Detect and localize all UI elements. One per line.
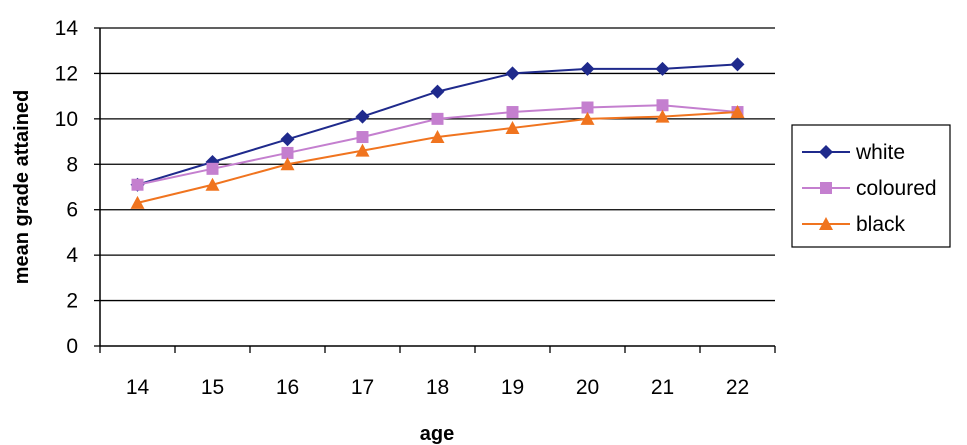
y-tick-label: 8 [66,153,78,176]
legend: white coloured black [791,124,951,248]
data-point-coloured [281,146,294,159]
legend-marker [819,217,833,230]
y-tick-label: 14 [55,17,79,40]
x-tick-label: 22 [726,376,749,399]
data-point-coloured [356,131,369,144]
y-tick-label: 10 [55,108,78,131]
x-tick-label: 16 [276,376,299,399]
data-point-coloured [131,178,144,191]
data-point-coloured [206,162,219,175]
legend-label: black [856,213,906,236]
data-point-white [430,84,445,99]
legend-label: coloured [856,177,937,200]
x-tick-label: 18 [426,376,449,399]
y-tick-label: 0 [66,335,78,358]
data-point-black [205,177,220,191]
plot-area: 0 2 4 6 8 10 12 14 14 15 16 17 18 19 20 21 22 [55,17,776,399]
data-point-black [730,105,745,119]
x-tick-label: 17 [351,376,374,399]
data-point-black [280,157,295,171]
y-tick-label: 2 [66,290,78,313]
legend-item-coloured: coloured [802,177,937,200]
data-point-black [430,130,445,144]
data-point-black [355,143,370,157]
series-coloured [131,99,744,191]
legend-item-black: black [802,213,906,236]
data-point-white [580,61,595,76]
legend-box [791,124,951,248]
data-point-black [655,109,670,123]
data-point-white [505,66,520,81]
data-point-coloured [506,106,519,119]
data-point-black [130,195,145,209]
legend-label: white [855,141,905,164]
x-tick-label: 19 [501,376,524,399]
series-black [130,105,745,209]
x-tick-label: 15 [201,376,224,399]
legend-marker [819,145,833,159]
legend-item-white: white [802,141,905,164]
x-axis-ticks: 14 15 16 17 18 19 20 21 22 [99,346,776,399]
y-axis-title: mean grade attained [11,90,33,285]
x-tick-label: 20 [576,376,599,399]
data-point-white [280,132,295,147]
y-tick-label: 12 [55,62,78,85]
data-point-coloured [656,99,669,112]
data-point-white [730,57,745,72]
data-point-white [655,61,670,76]
series-layer [130,57,745,209]
y-axis-ticks: 0 2 4 6 8 10 12 14 [55,17,100,358]
data-point-coloured [581,101,594,114]
data-point-black [580,111,595,125]
y-tick-label: 4 [66,244,78,267]
data-point-coloured [431,112,444,125]
x-tick-label: 14 [126,376,150,399]
data-point-white [355,109,370,124]
x-axis-title: age [420,423,454,445]
y-tick-label: 6 [66,199,78,222]
x-tick-label: 21 [651,376,674,399]
legend-marker [820,182,832,194]
data-point-black [505,120,520,134]
